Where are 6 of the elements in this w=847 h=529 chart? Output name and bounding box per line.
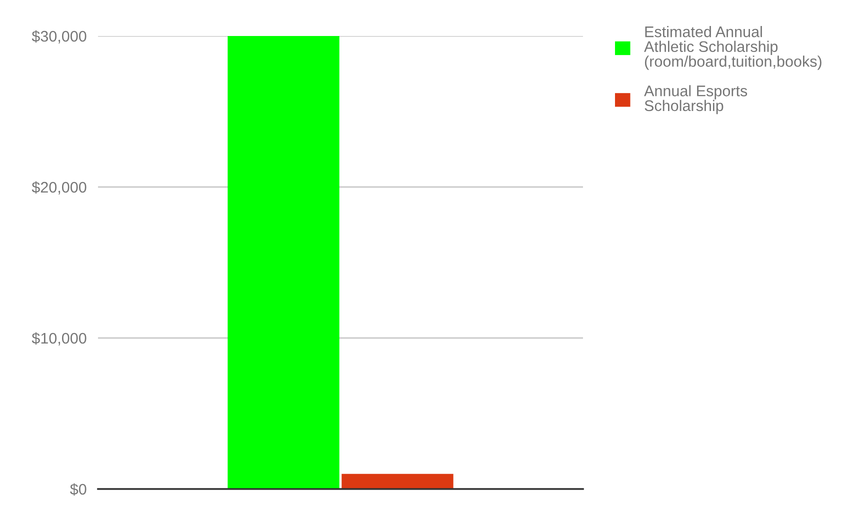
legend-label: Annual Esports Scholarship bbox=[644, 85, 748, 114]
y-tick-label: $0 bbox=[70, 483, 86, 496]
legend-label: Estimated Annual Athletic Scholarship (room/board,tuition,books) bbox=[644, 26, 822, 70]
y-tick-label: $20,000 bbox=[32, 181, 86, 194]
y-tick-label: $30,000 bbox=[32, 30, 86, 44]
y-tick-label: $10,000 bbox=[32, 332, 86, 346]
